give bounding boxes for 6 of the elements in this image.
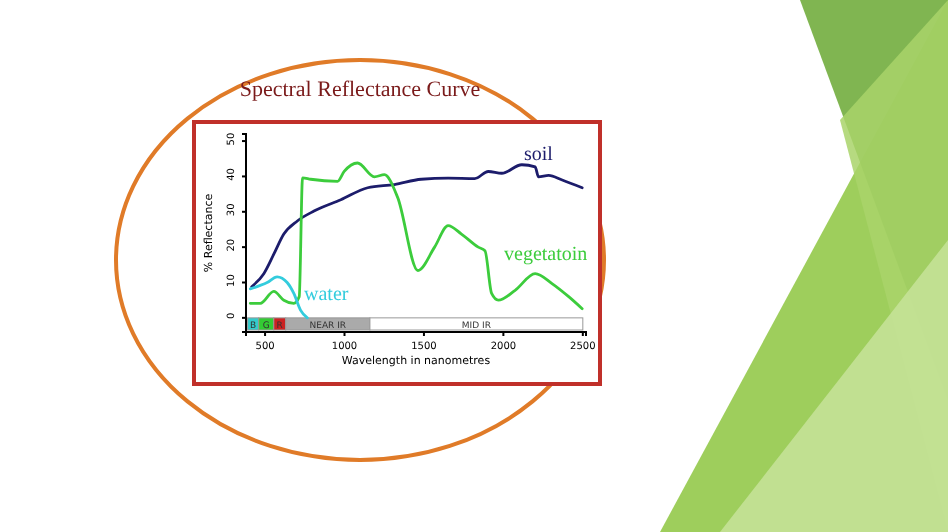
series-label: soil bbox=[524, 144, 554, 166]
series-label: vegetatoin bbox=[504, 244, 588, 266]
series-label: water bbox=[304, 284, 350, 306]
chart-title: Spectral Reflectance Curve bbox=[239, 78, 481, 102]
line-series bbox=[250, 163, 584, 289]
line-series bbox=[248, 161, 584, 311]
